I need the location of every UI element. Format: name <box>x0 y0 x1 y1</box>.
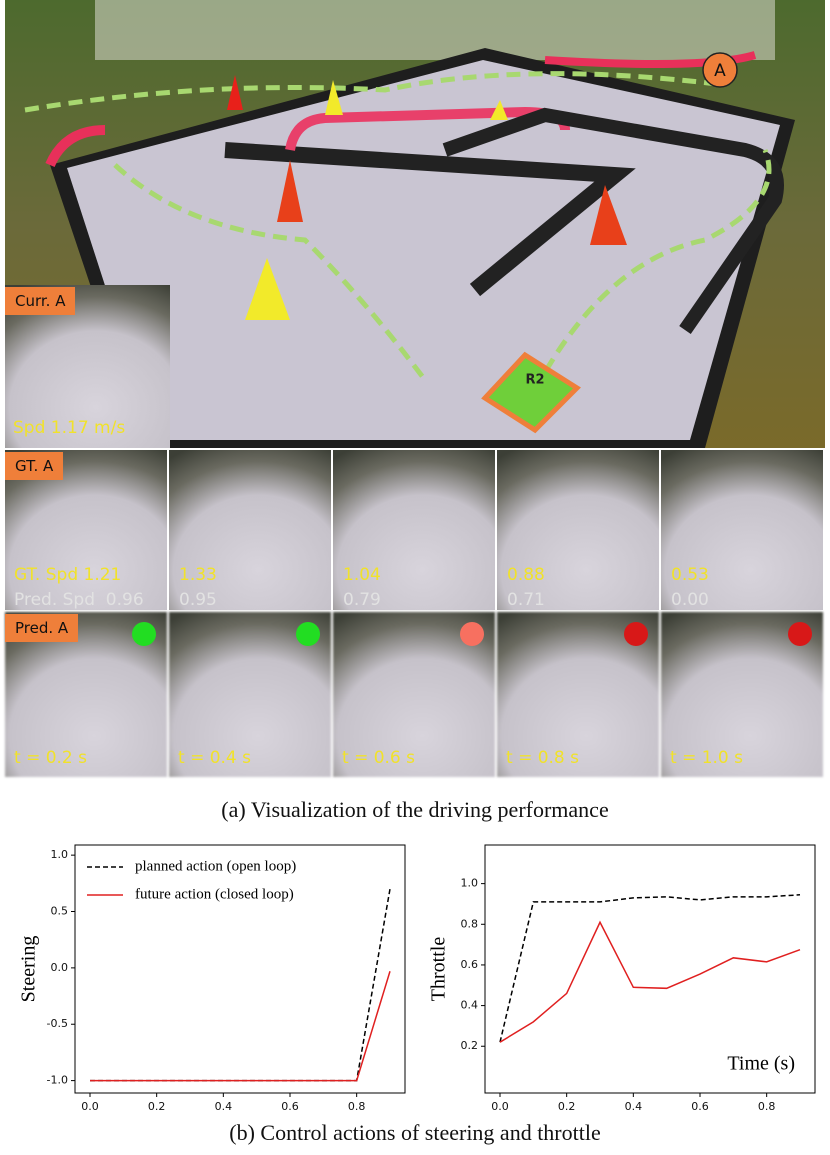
y-axis-label: Throttle <box>428 937 450 1002</box>
caption-b: (b) Control actions of steering and thro… <box>229 1120 601 1145</box>
y-axis-label: Steering <box>18 936 40 1003</box>
caption-a: (a) Visualization of the driving perform… <box>221 797 609 822</box>
pred-speed: 0.00 <box>671 590 709 610</box>
y-tick-label: 0.6 <box>461 958 479 971</box>
time-label: t = 0.4 s <box>178 748 252 768</box>
x-tick-label: 0.2 <box>558 1100 576 1113</box>
pred-speed: 0.95 <box>179 590 217 610</box>
x-tick-label: 0.4 <box>625 1100 643 1113</box>
x-tick-label: 0.8 <box>348 1100 366 1113</box>
gt-speed: GT. Spd 1.21 <box>14 565 122 585</box>
gt-speed: 0.53 <box>671 565 709 585</box>
x-tick-label: 0.0 <box>491 1100 509 1113</box>
pred-row-label: Pred. A <box>5 614 79 642</box>
indicator <box>460 622 484 646</box>
y-tick-label: 0.2 <box>461 1039 479 1052</box>
x-tick-label: 0.0 <box>81 1100 99 1113</box>
y-tick-label: 1.0 <box>51 848 69 861</box>
y-tick-label: 1.0 <box>461 877 479 890</box>
gt-speed: 1.04 <box>343 565 381 585</box>
indicator <box>788 622 812 646</box>
gt-frame <box>169 450 331 610</box>
pred-speed: 0.79 <box>343 590 381 610</box>
time-label: t = 0.8 s <box>506 748 580 768</box>
time-label: t = 1.0 s <box>670 748 744 768</box>
y-tick-label: 0.0 <box>51 961 69 974</box>
time-label: t = 0.6 s <box>342 748 416 768</box>
series-line <box>499 920 801 1043</box>
indicator <box>296 622 320 646</box>
plot-frame <box>74 844 406 1094</box>
series-line <box>90 888 391 1082</box>
current-label: Curr. A <box>5 287 76 315</box>
tile-label: R2 <box>525 373 544 388</box>
series-line <box>499 894 801 1043</box>
annotation: Time (s) <box>727 1053 795 1075</box>
legend-label: planned action (open loop) <box>135 858 296 874</box>
y-tick-label: 0.4 <box>461 999 479 1012</box>
series-line <box>90 971 391 1082</box>
gt-frame <box>497 450 659 610</box>
legend-label: future action (closed loop) <box>135 886 294 902</box>
gt-speed: 0.88 <box>507 565 545 585</box>
gt-speed: 1.33 <box>179 565 217 585</box>
current-speed: Spd 1.17 m/s <box>13 418 126 438</box>
gt-frame <box>661 450 823 610</box>
gt-frame <box>333 450 495 610</box>
y-tick-label: 0.8 <box>461 917 479 930</box>
x-tick-label: 0.2 <box>148 1100 166 1113</box>
marker-label: A <box>714 61 726 81</box>
x-tick-label: 0.6 <box>691 1100 709 1113</box>
charts: -1.0 -0.5 0.0 0.5 1.0 0.0 0.2 0.4 0.6 0.8 Steering… <box>18 844 816 1113</box>
x-tick-label: 0.4 <box>215 1100 233 1113</box>
indicator <box>624 622 648 646</box>
y-tick-label: -0.5 <box>47 1017 68 1030</box>
y-tick-label: -1.0 <box>47 1074 68 1087</box>
time-label: t = 0.2 s <box>14 748 88 768</box>
indicator <box>132 622 156 646</box>
pred-speed: Pred. Spd 0.96 <box>14 590 144 610</box>
x-tick-label: 0.8 <box>758 1100 776 1113</box>
plot-frame <box>484 844 816 1094</box>
y-tick-label: 0.5 <box>51 905 69 918</box>
x-tick-label: 0.6 <box>281 1100 299 1113</box>
gt-row-label: GT. A <box>5 452 64 480</box>
overview-photo: R2 A <box>5 0 825 448</box>
pred-speed: 0.71 <box>507 590 545 610</box>
